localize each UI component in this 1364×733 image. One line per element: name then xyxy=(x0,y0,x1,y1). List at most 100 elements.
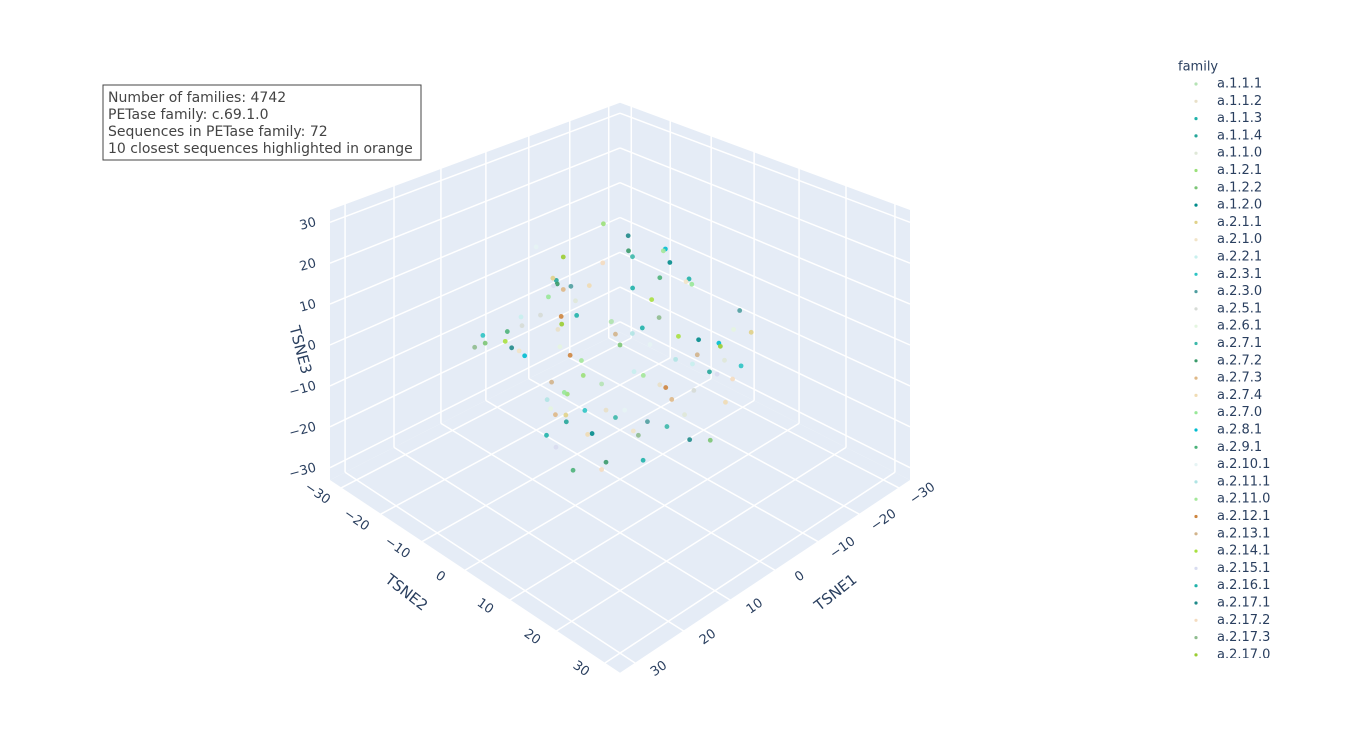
grid-line xyxy=(393,446,685,632)
annotation-box xyxy=(102,84,422,161)
data-point xyxy=(640,372,646,378)
legend-label[interactable]: a.2.9.1 xyxy=(1217,440,1262,455)
data-point xyxy=(563,419,569,425)
legend-label[interactable]: a.2.11.0 xyxy=(1217,492,1270,507)
data-point xyxy=(722,357,727,363)
legend-label[interactable]: a.1.2.2 xyxy=(1217,180,1262,195)
legend-label[interactable]: a.1.1.4 xyxy=(1217,128,1262,143)
data-point xyxy=(629,331,635,336)
data-point xyxy=(558,314,564,319)
legend-label[interactable]: a.2.6.1 xyxy=(1217,319,1262,334)
legend-label[interactable]: a.2.5.1 xyxy=(1217,301,1262,316)
legend-label[interactable]: a.2.17.3 xyxy=(1217,630,1270,645)
grid-line xyxy=(329,251,621,387)
legend-marker xyxy=(1194,203,1198,207)
legend-label[interactable]: a.2.7.0 xyxy=(1217,405,1262,420)
legend-label[interactable]: a.1.2.0 xyxy=(1217,198,1262,213)
data-point xyxy=(563,412,569,418)
legend-marker xyxy=(1194,272,1198,276)
legend-label[interactable]: a.2.15.1 xyxy=(1217,561,1270,576)
legend-label[interactable]: a.2.16.1 xyxy=(1217,578,1270,593)
data-point xyxy=(625,233,631,239)
legend-label[interactable]: a.2.8.1 xyxy=(1217,423,1262,438)
legend-label[interactable]: a.2.2.1 xyxy=(1217,250,1262,265)
legend-label[interactable]: a.1.1.2 xyxy=(1217,94,1262,109)
legend-marker xyxy=(1194,601,1198,605)
data-point xyxy=(635,432,641,438)
legend-label[interactable]: a.2.1.1 xyxy=(1217,215,1262,230)
grid-line xyxy=(329,216,621,346)
data-point xyxy=(574,313,580,318)
legend-label[interactable]: a.2.17.1 xyxy=(1217,596,1270,611)
annotation-line: 10 closest sequences highlighted in oran… xyxy=(108,141,413,157)
legend-marker xyxy=(1194,307,1198,311)
legend-marker xyxy=(1194,618,1198,622)
legend-label[interactable]: a.2.7.3 xyxy=(1217,371,1262,386)
legend-label[interactable]: a.1.1.0 xyxy=(1217,146,1262,161)
legend-label[interactable]: a.2.10.1 xyxy=(1217,457,1270,472)
legend-label[interactable]: a.2.3.0 xyxy=(1217,284,1262,299)
legend-label[interactable]: a.2.12.1 xyxy=(1217,509,1270,524)
data-point xyxy=(731,327,736,332)
legend-marker xyxy=(1194,636,1198,640)
legend-label[interactable]: a.2.7.4 xyxy=(1217,388,1262,403)
grid-line xyxy=(608,337,900,489)
data-point xyxy=(630,428,636,434)
grid-line xyxy=(485,399,777,572)
data-point xyxy=(567,352,573,358)
legend-label[interactable]: a.2.7.2 xyxy=(1217,353,1262,368)
legend-marker xyxy=(1194,514,1198,519)
grid-line xyxy=(619,321,911,469)
legend-label[interactable]: a.1.2.1 xyxy=(1217,163,1262,178)
z-tick-label: −30 xyxy=(288,460,318,482)
data-point xyxy=(660,248,666,254)
legend-label[interactable]: a.2.14.1 xyxy=(1217,544,1270,559)
data-point xyxy=(586,283,592,288)
x-tick-label: 0 xyxy=(792,568,807,585)
legend-label[interactable]: a.2.17.2 xyxy=(1217,613,1270,628)
legend-label[interactable]: a.2.13.1 xyxy=(1217,526,1270,541)
data-point xyxy=(630,285,636,291)
grid-line xyxy=(555,446,847,632)
data-point xyxy=(730,376,735,382)
legend-label[interactable]: a.2.7.1 xyxy=(1217,336,1262,351)
data-point xyxy=(613,331,618,337)
data-point xyxy=(723,399,728,405)
y-tick-label: 0 xyxy=(432,568,447,585)
data-point xyxy=(580,373,586,378)
data-point xyxy=(599,467,605,472)
legend-marker xyxy=(1194,341,1198,346)
data-point xyxy=(599,381,605,387)
data-point xyxy=(657,275,663,281)
data-point xyxy=(544,432,549,438)
legend-label[interactable]: a.2.1.0 xyxy=(1217,232,1262,247)
annotation-line: Number of families: 4742 xyxy=(108,90,286,106)
legend-label[interactable]: a.2.3.1 xyxy=(1217,267,1262,282)
legend-label[interactable]: a.2.17.0 xyxy=(1217,647,1270,662)
back-wall xyxy=(330,102,620,480)
legend-marker xyxy=(1194,220,1198,224)
grid-line xyxy=(569,357,861,516)
data-point xyxy=(737,308,743,313)
annotation-line: Sequences in PETase family: 72 xyxy=(108,124,328,140)
legend-marker xyxy=(1194,480,1198,484)
grid-line xyxy=(329,321,621,469)
legend-marker xyxy=(1194,238,1198,242)
data-point xyxy=(669,397,675,402)
y-tick-label: −30 xyxy=(302,480,333,508)
grid-line xyxy=(619,251,911,387)
legend-label[interactable]: a.1.1.3 xyxy=(1217,111,1262,126)
z-tick-label: 30 xyxy=(298,215,318,234)
legend-label[interactable]: a.2.11.1 xyxy=(1217,474,1270,489)
floor-plane xyxy=(330,332,910,673)
x-tick-label: 30 xyxy=(648,658,670,680)
data-point xyxy=(549,379,555,385)
legend-marker xyxy=(1194,290,1198,294)
data-point xyxy=(553,444,559,450)
legend-label[interactable]: a.1.1.1 xyxy=(1217,77,1262,92)
data-point xyxy=(585,432,591,437)
data-point xyxy=(568,283,574,289)
data-point xyxy=(570,467,576,473)
data-point xyxy=(603,407,609,413)
